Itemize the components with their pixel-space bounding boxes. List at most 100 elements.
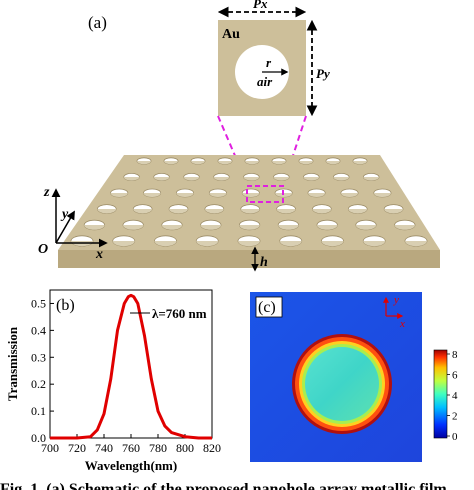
film-hole-wall xyxy=(245,161,259,165)
film-hole-wall xyxy=(123,177,140,181)
film-hole-wall xyxy=(303,177,320,181)
colorbar-tick-label: 8 xyxy=(452,349,458,361)
film-hole-wall xyxy=(273,177,290,181)
thickness-label: h xyxy=(260,255,268,270)
plot-b-ticks: 700 720 740 760 780 800 820 0.0 0.1 0.2 0.3 0.4 0.5 xyxy=(31,296,221,455)
film-hole-wall xyxy=(348,209,368,214)
film-hole-wall xyxy=(84,225,105,230)
unit-cell-highlight xyxy=(246,185,284,203)
unit-cell-material-label: Au xyxy=(222,27,240,42)
x-tick-label: 760 xyxy=(122,441,140,455)
x-tick-label: 780 xyxy=(149,441,167,455)
y-axis-label: y xyxy=(60,207,69,222)
y-tick-label: 0.2 xyxy=(31,377,46,391)
radius-label: r xyxy=(266,55,272,70)
plot-b-ylabel: Transmission xyxy=(5,326,20,401)
air-label: air xyxy=(257,74,273,89)
panel-a: (a) Au r air Px Py z y x O h xyxy=(38,0,440,272)
film-hole-wall xyxy=(308,193,326,197)
film-hole-wall xyxy=(394,225,415,230)
film-hole-wall xyxy=(143,193,161,197)
film-hole-wall xyxy=(279,241,302,247)
film-hole-wall xyxy=(239,225,260,230)
film-hole-wall xyxy=(209,193,227,197)
px-label: Px xyxy=(253,0,268,11)
colorbar-ticks: 8 6 4 2 0 xyxy=(447,349,458,443)
film-hole-wall xyxy=(363,177,379,181)
x-tick-label: 700 xyxy=(41,441,59,455)
y-tick-label: 0.3 xyxy=(31,350,46,364)
panel-b-label: (b) xyxy=(56,297,75,314)
y-axis xyxy=(55,210,75,244)
y-tick-label: 0.0 xyxy=(31,431,46,445)
film-hole-wall xyxy=(405,241,427,247)
c-x-label: x xyxy=(399,318,405,330)
film-hole-wall xyxy=(317,225,338,230)
colorbar-tick-label: 0 xyxy=(452,431,458,443)
x-tick-label: 820 xyxy=(203,441,221,455)
colorbar-tick-label: 4 xyxy=(452,390,458,402)
film-front xyxy=(58,250,440,268)
py-label: Py xyxy=(316,66,330,81)
film-hole-wall xyxy=(278,225,299,230)
film-hole-wall xyxy=(191,161,205,165)
y-tick-label: 0.5 xyxy=(31,296,46,310)
panel-a-label: (a) xyxy=(88,13,107,32)
film-hole-wall xyxy=(363,241,386,247)
film-hole-wall xyxy=(238,241,260,247)
film-hole-wall xyxy=(176,193,194,197)
z-axis-label: z xyxy=(43,185,50,200)
film-hole-wall xyxy=(340,193,359,197)
colorbar-tick-label: 2 xyxy=(452,411,458,423)
film-hole-wall xyxy=(133,209,153,214)
film-hole-wall xyxy=(272,161,286,165)
film-hole-wall xyxy=(243,177,260,181)
film-hole-wall xyxy=(153,177,170,181)
colorbar xyxy=(433,349,448,439)
film-hole-wall xyxy=(213,177,230,181)
panel-c: (c) y x 8 6 4 2 0 xyxy=(250,292,458,462)
hole-array xyxy=(70,157,428,247)
x-axis-label: x xyxy=(95,247,103,262)
panel-b: 700 720 740 760 780 800 8200.00.10.20.30.40.5 … xyxy=(5,289,221,473)
peak-annotation: λ=760 nm xyxy=(152,306,207,321)
film-hole-wall xyxy=(321,241,344,247)
c-y-label: y xyxy=(393,294,399,306)
film-hole-wall xyxy=(154,240,177,247)
film-hole-wall xyxy=(110,193,128,197)
panel-c-label-box xyxy=(255,296,283,318)
y-tick-label: 0.1 xyxy=(31,404,46,418)
caption: Fig. 1. (a) Schematic of the proposed na… xyxy=(0,481,447,490)
transmission-curve xyxy=(50,293,212,440)
film-hole-wall xyxy=(333,177,350,181)
y-tick-label: 0.4 xyxy=(31,323,46,337)
film-hole-wall xyxy=(97,209,117,214)
film-hole-wall xyxy=(312,209,332,214)
film-hole-wall xyxy=(169,209,188,214)
film-hole-wall xyxy=(353,161,367,165)
film-hole-wall xyxy=(200,225,221,230)
x-tick-label: 720 xyxy=(68,441,86,455)
x-tick-label: 800 xyxy=(176,441,194,455)
plot-b-xlabel: Wavelength(nm) xyxy=(85,458,177,473)
film-hole-wall xyxy=(218,161,232,165)
panel-c-label: (c) xyxy=(258,299,276,316)
film-hole-wall xyxy=(276,209,296,214)
origin-label: O xyxy=(38,242,48,257)
film-hole-wall xyxy=(112,241,135,247)
film-hole-wall xyxy=(326,161,340,165)
film-hole-wall xyxy=(123,225,144,230)
film-hole-wall xyxy=(355,225,377,230)
film-hole-wall xyxy=(183,177,200,181)
film-hole-wall xyxy=(299,161,313,165)
film-hole-wall xyxy=(196,240,219,247)
colorbar-tick-label: 6 xyxy=(452,370,458,382)
film-hole-wall xyxy=(204,209,224,214)
field-center xyxy=(305,347,379,421)
film-hole-wall xyxy=(240,209,260,214)
film-hole-wall xyxy=(164,161,178,165)
film-hole-wall xyxy=(161,225,183,230)
film-hole-wall xyxy=(384,209,403,214)
film-hole-wall xyxy=(137,161,151,165)
